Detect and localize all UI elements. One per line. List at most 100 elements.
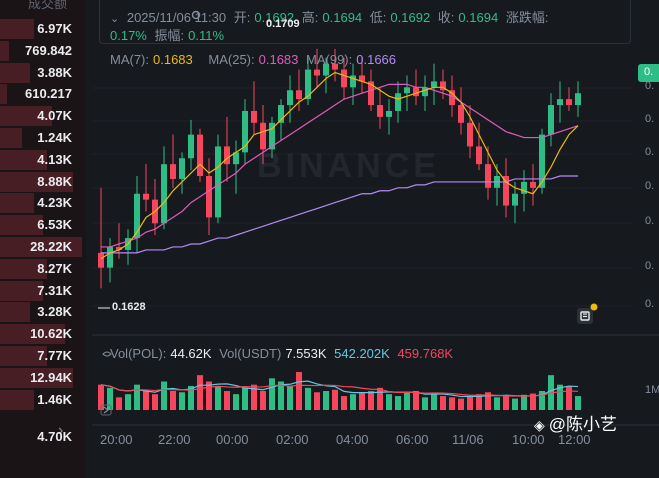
volume-bar bbox=[233, 394, 239, 410]
candle-body bbox=[566, 99, 572, 106]
volume-bar bbox=[161, 381, 167, 410]
depth-bar bbox=[0, 389, 35, 410]
time-axis-tick: 10:00 bbox=[512, 432, 545, 447]
kline-chart[interactable]: BINANCE ⌄ 2025/11/06 11:30 开: 0.1692 高: 0.… bbox=[92, 0, 659, 478]
ma25-label: MA(25): bbox=[208, 52, 255, 67]
volume-bar bbox=[476, 394, 482, 410]
candle-body bbox=[260, 122, 266, 150]
candle-body bbox=[521, 181, 527, 194]
volume-legend: Vol(POL): 44.62K Vol(USDT) 7.553K 542.202K… bbox=[110, 346, 457, 361]
trade-amount-row: 8.88K bbox=[0, 171, 86, 193]
price-axis-tick: 0. bbox=[645, 180, 655, 192]
ma25-value: 0.1683 bbox=[258, 52, 299, 67]
trade-amount-value: 10.62K bbox=[30, 326, 72, 342]
trade-amount-row: 28.22K bbox=[0, 236, 86, 258]
volume-bar bbox=[422, 397, 428, 410]
ohlc-datetime: 2025/11/06 11:30 bbox=[126, 10, 227, 25]
expand-chevron-icon[interactable]: › bbox=[58, 422, 64, 439]
candle-body bbox=[395, 93, 401, 111]
trade-amount-row: 8.27K bbox=[0, 258, 86, 280]
candle-body bbox=[350, 75, 356, 88]
volume-bar bbox=[251, 384, 257, 410]
depth-bar bbox=[0, 193, 35, 214]
trade-amount-value: 12.94K bbox=[30, 369, 72, 385]
kline-canvas[interactable] bbox=[92, 0, 659, 478]
volume-bar bbox=[494, 397, 500, 410]
volume-bar bbox=[539, 391, 545, 410]
candle-body bbox=[179, 158, 185, 179]
depth-bar bbox=[0, 367, 74, 388]
volume-bar bbox=[359, 392, 365, 410]
settings-icon[interactable] bbox=[100, 404, 112, 416]
time-axis-tick: 20:00 bbox=[100, 432, 133, 447]
volume-bar bbox=[269, 378, 275, 410]
candle-body bbox=[449, 90, 455, 106]
volume-bar bbox=[188, 385, 194, 410]
ohlc-line-2: 0.17% 振幅: 0.11% bbox=[110, 25, 228, 44]
depth-bar bbox=[0, 215, 43, 236]
depth-bar bbox=[0, 302, 31, 323]
ma99-value: 0.1666 bbox=[356, 52, 397, 67]
volume-bar bbox=[224, 391, 230, 410]
candle-body bbox=[116, 246, 122, 250]
candle-body bbox=[386, 110, 392, 117]
volume-ma2-line bbox=[100, 384, 579, 397]
candle-body bbox=[332, 63, 338, 70]
candle-body bbox=[485, 164, 491, 188]
close-label: 收: bbox=[437, 10, 455, 25]
candle-body bbox=[278, 105, 284, 123]
candle-body bbox=[368, 81, 374, 106]
trade-amount-value: 4.13K bbox=[37, 151, 72, 167]
vol-usdt-value: 7.553K bbox=[285, 346, 327, 361]
amplitude-label: 振幅: bbox=[154, 28, 185, 43]
candle-body bbox=[233, 152, 239, 165]
ma7-label: MA(7): bbox=[110, 52, 149, 67]
trade-amount-row: 1.46K bbox=[0, 389, 86, 411]
eye-icon[interactable] bbox=[102, 349, 112, 359]
depth-bar bbox=[0, 346, 48, 366]
depth-bar bbox=[0, 149, 48, 170]
volume-bar bbox=[152, 394, 158, 410]
collapse-chevron-icon[interactable]: ⌄ bbox=[110, 13, 120, 25]
volume-bar bbox=[566, 385, 572, 410]
trade-amount-row: 4.07K bbox=[0, 105, 86, 127]
high-value: 0.1694 bbox=[322, 10, 363, 25]
volume-bar bbox=[134, 384, 140, 410]
volume-bar bbox=[107, 387, 113, 410]
trade-amount-row: 4.13K bbox=[0, 149, 86, 171]
volume-bar bbox=[197, 375, 203, 410]
trade-amount-value: 1.46K bbox=[37, 391, 72, 407]
trade-amount-value: 7.31K bbox=[37, 282, 72, 298]
low-value: 0.1692 bbox=[390, 10, 431, 25]
candle-body bbox=[557, 99, 563, 106]
depth-bar bbox=[0, 106, 52, 127]
time-axis-tick: 11/06 bbox=[452, 432, 484, 447]
volume-bar bbox=[350, 394, 356, 410]
time-axis-tick: 22:00 bbox=[158, 432, 191, 447]
trade-amount-value: 3.88K bbox=[37, 64, 72, 80]
open-value: 0.1692 bbox=[254, 10, 295, 25]
depth-bar bbox=[0, 84, 7, 105]
trade-amount-value: 3.28K bbox=[37, 304, 72, 320]
trade-amount-header: 成交额 bbox=[28, 0, 68, 11]
drawing-tool-icon[interactable] bbox=[575, 303, 599, 327]
ma25-line bbox=[101, 83, 579, 248]
volume-bar bbox=[521, 394, 527, 410]
volume-bar bbox=[206, 381, 212, 410]
candle-body bbox=[206, 176, 212, 218]
candle-body bbox=[242, 110, 248, 153]
time-axis-tick: 06:00 bbox=[396, 432, 429, 447]
volume-bar bbox=[305, 387, 311, 410]
vol-ma1-value: 542.202K bbox=[334, 346, 390, 361]
trade-amount-row: 3.28K bbox=[0, 301, 86, 323]
depth-bar bbox=[0, 237, 82, 257]
gear-icon[interactable] bbox=[190, 9, 202, 21]
volume-bar bbox=[170, 391, 176, 410]
volume-bar bbox=[386, 394, 392, 410]
candle-body bbox=[161, 164, 167, 224]
volume-bar bbox=[395, 396, 401, 410]
volume-bar bbox=[503, 396, 509, 410]
low-price-marker: 0.1628 bbox=[112, 301, 146, 313]
candle-body bbox=[404, 87, 410, 94]
trade-amount-row: 3.88K bbox=[0, 62, 86, 84]
